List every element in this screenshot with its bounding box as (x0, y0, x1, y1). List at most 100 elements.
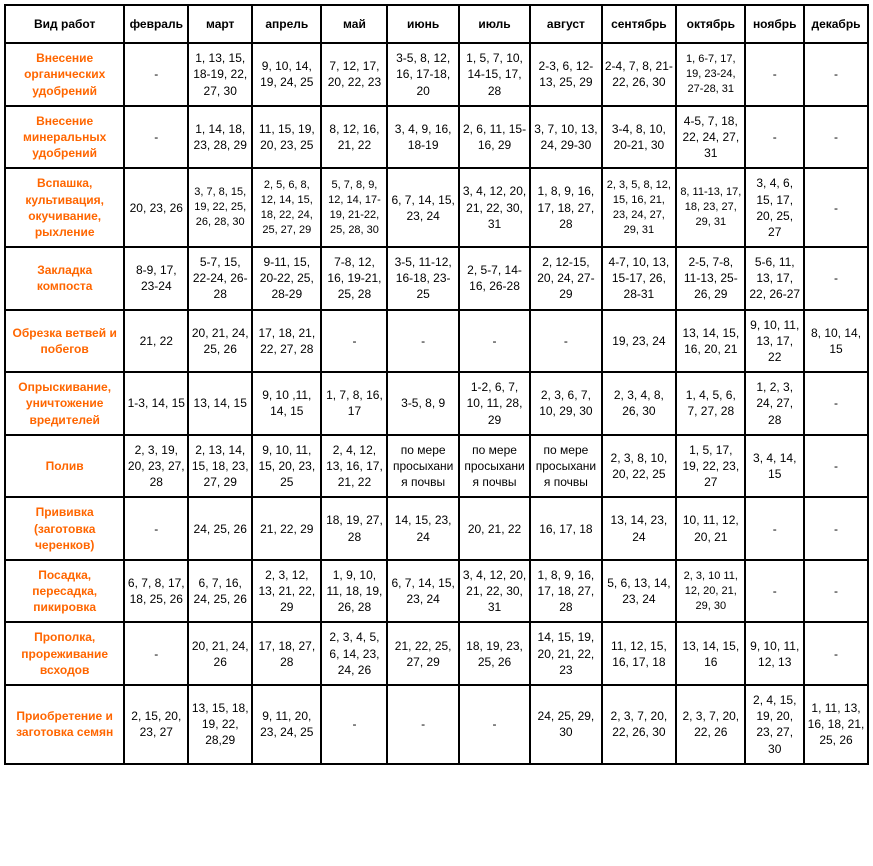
data-cell: 2, 6, 11, 15-16, 29 (459, 106, 530, 169)
table-row: Прополка, прореживание всходов-20, 21, 2… (5, 622, 868, 685)
data-cell: 10, 11, 12, 20, 21 (676, 497, 745, 560)
data-cell: 1, 13, 15, 18-19, 22, 27, 30 (188, 43, 252, 106)
table-row: Внесение минеральных удобрений-1, 14, 18… (5, 106, 868, 169)
data-cell: 9-11, 15, 20-22, 25, 28-29 (252, 247, 321, 310)
data-cell: 20, 21, 24, 26 (188, 622, 252, 685)
data-cell: 2-4, 7, 8, 21-22, 26, 30 (602, 43, 677, 106)
data-cell: 8, 12, 16, 21, 22 (321, 106, 387, 169)
data-cell: 5, 6, 13, 14, 23, 24 (602, 560, 677, 623)
data-cell: 2-5, 7-8, 11-13, 25-26, 29 (676, 247, 745, 310)
data-cell: 1, 4, 5, 6, 7, 27, 28 (676, 372, 745, 435)
data-cell: - (459, 310, 530, 373)
table-row: Закладка компоста8-9, 17, 23-245-7, 15, … (5, 247, 868, 310)
row-label: Приобретение и заготовка семян (5, 685, 124, 764)
data-cell: 1, 9, 10, 11, 18, 19, 26, 28 (321, 560, 387, 623)
row-label: Прививка (заготовка черенков) (5, 497, 124, 560)
data-cell: по мере просыхания почвы (459, 435, 530, 498)
data-cell: 3, 7, 8, 15, 19, 22, 25, 26, 28, 30 (188, 168, 252, 247)
col-header-dec: декабрь (804, 5, 868, 43)
data-cell: 24, 25, 26 (188, 497, 252, 560)
data-cell: 2, 5-7, 14-16, 26-28 (459, 247, 530, 310)
data-cell: 11, 15, 19, 20, 23, 25 (252, 106, 321, 169)
data-cell: 3, 4, 12, 20, 21, 22, 30, 31 (459, 560, 530, 623)
row-label: Опрыскивание, уничтожение вредителей (5, 372, 124, 435)
data-cell: по мере просыхания почвы (530, 435, 601, 498)
data-cell: - (321, 685, 387, 764)
data-cell: 4-7, 10, 13, 15-17, 26, 28-31 (602, 247, 677, 310)
col-header-aug: август (530, 5, 601, 43)
data-cell: 4-5, 7, 18, 22, 24, 27, 31 (676, 106, 745, 169)
data-cell: 3-4, 8, 10, 20-21, 30 (602, 106, 677, 169)
data-cell: - (804, 622, 868, 685)
data-cell: 2, 3, 10 11, 12, 20, 21, 29, 30 (676, 560, 745, 623)
data-cell: 3-5, 11-12, 16-18, 23-25 (387, 247, 458, 310)
data-cell: 2, 3, 4, 8, 26, 30 (602, 372, 677, 435)
row-label: Внесение органических удобрений (5, 43, 124, 106)
data-cell: 1, 6-7, 17, 19, 23-24, 27-28, 31 (676, 43, 745, 106)
table-row: Прививка (заготовка черенков) - 24, 25, 26… (5, 497, 868, 560)
data-cell: 20, 21, 22 (459, 497, 530, 560)
data-cell: 14, 15, 19, 20, 21, 22, 23 (530, 622, 601, 685)
data-cell: 2, 3, 19, 20, 23, 27, 28 (124, 435, 188, 498)
row-label: Посадка, пересадка, пикировка (5, 560, 124, 623)
data-cell: 2-3, 6, 12-13, 25, 29 (530, 43, 601, 106)
data-cell: 1, 14, 18, 23, 28, 29 (188, 106, 252, 169)
data-cell: 18, 19, 27, 28 (321, 497, 387, 560)
data-cell: 2, 3, 7, 20, 22, 26, 30 (602, 685, 677, 764)
data-cell: 3-5, 8, 12, 16, 17-18, 20 (387, 43, 458, 106)
data-cell: 21, 22, 25, 27, 29 (387, 622, 458, 685)
row-label: Закладка компоста (5, 247, 124, 310)
header-row: Вид работ февраль март апрель май июнь и… (5, 5, 868, 43)
data-cell: - (124, 106, 188, 169)
data-cell: 16, 17, 18 (530, 497, 601, 560)
data-cell: - (804, 560, 868, 623)
col-header-sep: сентябрь (602, 5, 677, 43)
table-row: Посадка, пересадка, пикировка6, 7, 8, 17… (5, 560, 868, 623)
data-cell: 9, 10, 11, 12, 13 (745, 622, 804, 685)
data-cell: 13, 14, 15, 16 (676, 622, 745, 685)
data-cell: 13, 14, 15, 16, 20, 21 (676, 310, 745, 373)
row-label: Вспашка, культивация, окучивание, рыхлен… (5, 168, 124, 247)
data-cell: 3, 4, 14, 15 (745, 435, 804, 498)
col-header-jul: июль (459, 5, 530, 43)
data-cell: 8, 10, 14, 15 (804, 310, 868, 373)
data-cell: 2, 4, 15, 19, 20, 23, 27, 30 (745, 685, 804, 764)
data-cell: 5, 7, 8, 9, 12, 14, 17-19, 21-22, 25, 28… (321, 168, 387, 247)
data-cell: 2, 3, 12, 13, 21, 22, 29 (252, 560, 321, 623)
data-cell: 1-3, 14, 15 (124, 372, 188, 435)
row-label: Внесение минеральных удобрений (5, 106, 124, 169)
data-cell: 2, 3, 4, 5, 6, 14, 23, 24, 26 (321, 622, 387, 685)
col-header-jun: июнь (387, 5, 458, 43)
table-row: Обрезка ветвей и побегов21, 2220, 21, 24… (5, 310, 868, 373)
col-header-nov: ноябрь (745, 5, 804, 43)
data-cell: 21, 22, 29 (252, 497, 321, 560)
data-cell: - (804, 106, 868, 169)
data-cell: 6, 7, 14, 15, 23, 24 (387, 168, 458, 247)
data-cell: 13, 14, 23, 24 (602, 497, 677, 560)
table-row: Вспашка, культивация, окучивание, рыхлен… (5, 168, 868, 247)
data-cell: 2, 4, 12, 13, 16, 17, 21, 22 (321, 435, 387, 498)
data-cell: - (459, 685, 530, 764)
data-cell: 2, 15, 20, 23, 27 (124, 685, 188, 764)
data-cell: 3, 7, 10, 13, 24, 29-30 (530, 106, 601, 169)
data-cell: 3, 4, 12, 20, 21, 22, 30, 31 (459, 168, 530, 247)
data-cell: 9, 10, 14, 19, 24, 25 (252, 43, 321, 106)
data-cell: - (745, 497, 804, 560)
data-cell: 9, 10, 11, 15, 20, 23, 25 (252, 435, 321, 498)
table-row: Внесение органических удобрений - 1, 13, 1… (5, 43, 868, 106)
data-cell: 3, 4, 6, 15, 17, 20, 25, 27 (745, 168, 804, 247)
data-cell: - (745, 560, 804, 623)
data-cell: 9, 11, 20, 23, 24, 25 (252, 685, 321, 764)
data-cell: 1, 2, 3, 24, 27, 28 (745, 372, 804, 435)
data-cell: 2, 5, 6, 8, 12, 14, 15, 18, 22, 24, 25, … (252, 168, 321, 247)
table-row: Опрыскивание, уничтожение вредителей1-3,… (5, 372, 868, 435)
data-cell: 3, 4, 9, 16, 18-19 (387, 106, 458, 169)
data-cell: - (387, 310, 458, 373)
data-cell: - (804, 43, 868, 106)
col-header-oct: октябрь (676, 5, 745, 43)
data-cell: 11, 12, 15, 16, 17, 18 (602, 622, 677, 685)
data-cell: 7, 12, 17, 20, 22, 23 (321, 43, 387, 106)
data-cell: 5-7, 15, 22-24, 26-28 (188, 247, 252, 310)
data-cell: - (804, 435, 868, 498)
col-header-apr: апрель (252, 5, 321, 43)
